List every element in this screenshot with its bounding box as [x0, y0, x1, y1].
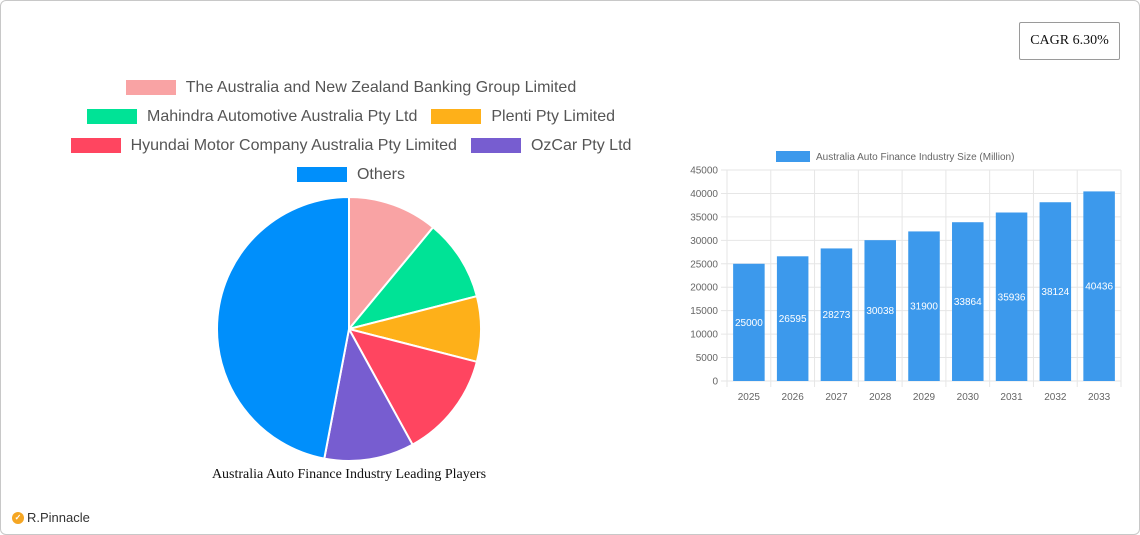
bar-legend-swatch [776, 151, 810, 162]
legend-swatch [125, 80, 176, 95]
legend-item[interactable]: Others [296, 165, 405, 184]
legend-swatch [70, 138, 121, 153]
x-tick-label: 2031 [1000, 392, 1023, 403]
legend-item[interactable]: Hyundai Motor Company Australia Pty Limi… [70, 136, 457, 155]
legend-label: Others [356, 165, 405, 183]
y-tick-label: 15000 [690, 306, 718, 317]
x-tick-label: 2027 [825, 392, 848, 403]
brand-name: R.Pinnacle [27, 510, 90, 525]
brand-logo: ✓ R.Pinnacle [12, 510, 90, 525]
y-tick-label: 35000 [690, 212, 718, 223]
cagr-badge: CAGR 6.30% [1019, 22, 1120, 60]
legend-item[interactable]: The Australia and New Zealand Banking Gr… [125, 78, 577, 97]
bar-value-label: 38124 [1041, 287, 1069, 298]
bar[interactable] [776, 256, 809, 381]
x-tick-label: 2029 [913, 392, 936, 403]
y-tick-label: 40000 [690, 189, 718, 200]
legend-label: The Australia and New Zealand Banking Gr… [185, 78, 577, 96]
pie-slice[interactable] [347, 327, 479, 447]
legend-swatch [470, 138, 521, 153]
legend-label: Mahindra Automotive Australia Pty Ltd [147, 107, 418, 125]
y-tick-label: 30000 [690, 236, 718, 247]
legend-label: OzCar Pty Ltd [530, 136, 632, 154]
pie-chart-title: Australia Auto Finance Industry Leading … [211, 467, 487, 482]
legend-swatch [296, 167, 347, 182]
x-tick-label: 2032 [1044, 392, 1067, 403]
bar[interactable] [733, 263, 765, 381]
bar-chart: Australia Auto Finance Industry Size (Mi… [690, 151, 1122, 403]
brand-icon: ✓ [12, 511, 24, 524]
pie-slice[interactable] [323, 326, 414, 462]
bar[interactable] [864, 240, 896, 381]
bar[interactable] [820, 248, 853, 381]
pie-slice[interactable] [216, 195, 350, 460]
legend-label: Hyundai Motor Company Australia Pty Limi… [130, 136, 457, 154]
y-tick-label: 25000 [690, 259, 718, 270]
bar[interactable] [952, 222, 984, 381]
pie-legend: The Australia and New Zealand Banking Gr… [1, 73, 701, 189]
bar-value-label: 25000 [735, 318, 763, 329]
bar-value-label: 31900 [910, 302, 938, 313]
legend-swatch [431, 109, 482, 124]
bar-value-label: 35936 [998, 292, 1026, 303]
x-tick-label: 2028 [869, 392, 892, 403]
bar-value-label: 30038 [866, 306, 894, 317]
bar[interactable] [908, 231, 940, 381]
bar-value-label: 28273 [823, 310, 851, 321]
x-tick-label: 2025 [738, 392, 761, 403]
y-tick-label: 5000 [696, 353, 719, 364]
x-tick-label: 2030 [957, 392, 980, 403]
bar-value-label: 33864 [954, 297, 982, 308]
bar[interactable] [995, 212, 1028, 381]
bar[interactable] [1039, 202, 1072, 381]
legend-label: Plenti Pty Limited [491, 107, 615, 125]
y-tick-label: 0 [712, 377, 718, 388]
x-tick-label: 2026 [782, 392, 805, 403]
legend-item[interactable]: OzCar Pty Ltd [470, 136, 632, 155]
y-tick-label: 45000 [690, 166, 718, 177]
bar-value-label: 40436 [1085, 282, 1113, 293]
bar-legend-label: Australia Auto Finance Industry Size (Mi… [816, 152, 1014, 163]
x-tick-label: 2033 [1088, 392, 1111, 403]
legend-swatch [87, 109, 137, 124]
legend-item[interactable]: Mahindra Automotive Australia Pty Ltd [87, 108, 417, 126]
bar[interactable] [1083, 191, 1115, 381]
y-tick-label: 20000 [690, 283, 718, 294]
bar-value-label: 26595 [779, 314, 807, 325]
pie-slice[interactable] [348, 195, 435, 332]
y-tick-label: 10000 [690, 330, 718, 341]
pie-chart [216, 195, 482, 462]
legend-item[interactable]: Plenti Pty Limited [431, 108, 615, 126]
